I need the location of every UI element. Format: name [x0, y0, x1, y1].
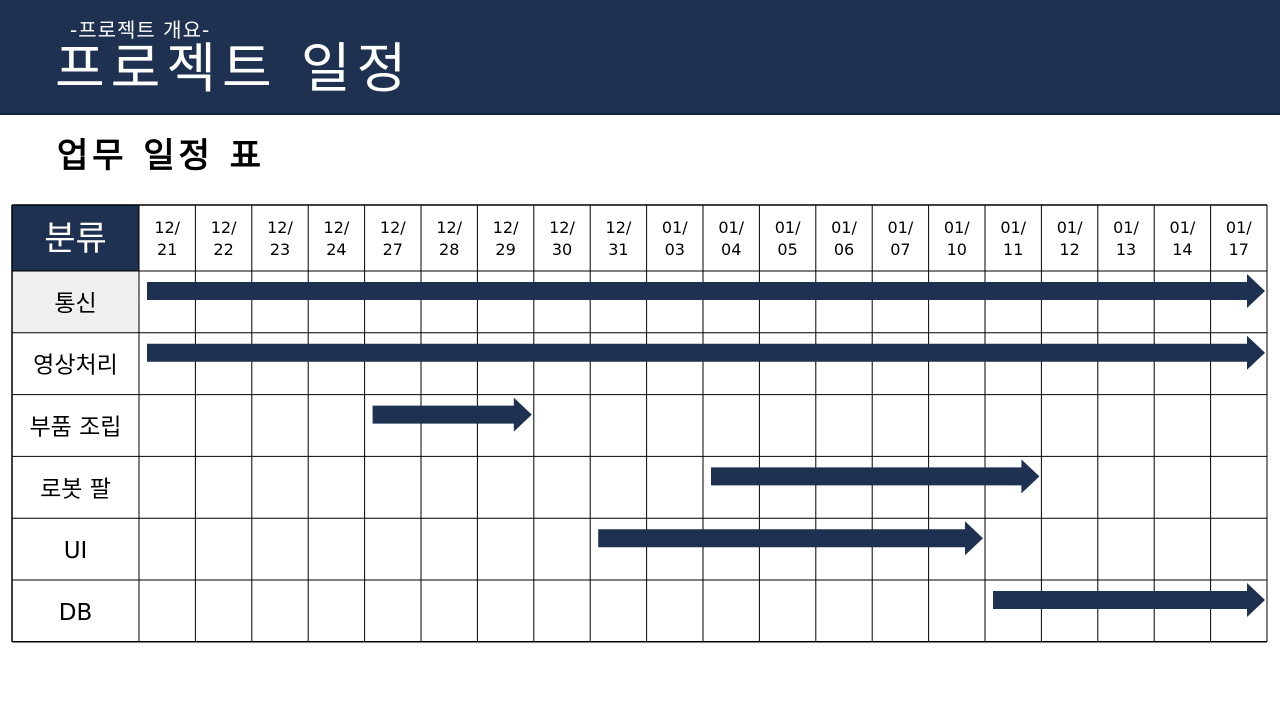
date-label-bottom: 10 [947, 240, 967, 259]
row-label: 통신 [54, 291, 96, 317]
date-label-top: 01/ [1226, 218, 1252, 237]
corner-header-cell [12, 205, 139, 271]
date-label-top: 12/ [154, 218, 180, 237]
date-label-top: 12/ [606, 218, 632, 237]
date-label-bottom: 24 [326, 240, 346, 259]
task-arrow [711, 459, 1040, 494]
date-label-bottom: 11 [1003, 240, 1023, 259]
task-arrow [147, 335, 1265, 370]
row-label-highlight [12, 271, 139, 333]
date-label-top: 12/ [380, 218, 406, 237]
header-banner: -프로젝트 개요- 프로젝트 일정 [0, 0, 1280, 115]
row-label: 로봇 팔 [40, 476, 111, 502]
date-label-top: 01/ [1057, 218, 1083, 237]
date-label-bottom: 03 [665, 240, 685, 259]
date-label-bottom: 29 [495, 240, 515, 259]
date-label-bottom: 05 [777, 240, 797, 259]
date-label-bottom: 04 [721, 240, 741, 259]
date-label-top: 12/ [324, 218, 350, 237]
date-label-top: 01/ [1113, 218, 1139, 237]
date-label-bottom: 06 [834, 240, 854, 259]
page-title: 프로젝트 일정 [55, 37, 413, 100]
task-arrow [147, 274, 1265, 308]
corner-header-label: 분류 [44, 219, 107, 259]
date-label-top: 12/ [493, 218, 519, 237]
date-label-bottom: 13 [1116, 240, 1136, 259]
date-label-bottom: 14 [1172, 240, 1192, 259]
date-label-top: 01/ [944, 218, 970, 237]
date-label-top: 01/ [775, 218, 801, 237]
date-label-top: 01/ [718, 218, 744, 237]
date-label-top: 01/ [888, 218, 914, 237]
date-label-top: 12/ [549, 218, 575, 237]
date-label-top: 01/ [662, 218, 688, 237]
header-subtitle: -프로젝트 개요- [70, 18, 211, 42]
date-label-bottom: 22 [213, 240, 233, 259]
date-label-bottom: 23 [270, 240, 290, 259]
date-label-bottom: 28 [439, 240, 459, 259]
date-label-top: 01/ [1170, 218, 1196, 237]
date-label-bottom: 30 [552, 240, 572, 259]
task-arrow [372, 397, 532, 432]
date-label-bottom: 31 [608, 240, 628, 259]
date-label-top: 12/ [436, 218, 462, 237]
date-label-bottom: 17 [1229, 240, 1249, 259]
date-label-bottom: 27 [383, 240, 403, 259]
date-label-top: 01/ [1000, 218, 1026, 237]
date-label-bottom: 21 [157, 240, 177, 259]
date-label-top: 12/ [267, 218, 293, 237]
row-label: 부품 조립 [30, 415, 122, 441]
date-label-top: 12/ [211, 218, 237, 237]
date-label-bottom: 07 [890, 240, 910, 259]
row-label: DB [59, 600, 93, 626]
section-title: 업무 일정 표 [57, 136, 266, 176]
date-label-top: 01/ [831, 218, 857, 237]
date-label-bottom: 12 [1059, 240, 1079, 259]
task-arrow [993, 583, 1265, 617]
row-label: UI [64, 538, 88, 564]
task-arrow [598, 521, 983, 556]
row-label: 영상처리 [33, 353, 118, 379]
